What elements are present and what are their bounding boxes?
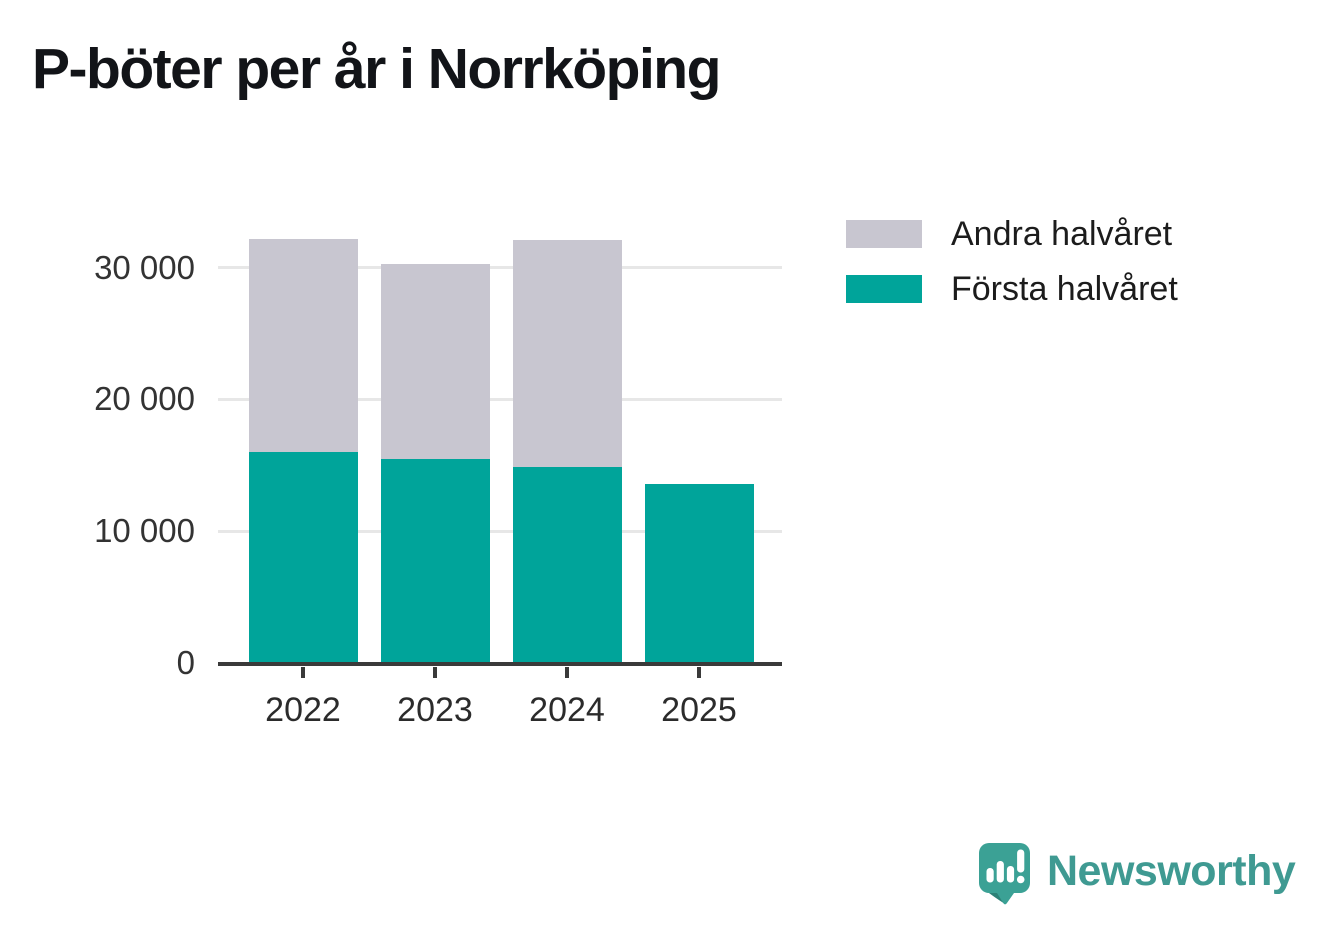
gridline-10000 <box>218 529 782 533</box>
x-axis-label-2024: 2024 <box>529 691 605 729</box>
x-axis-label-2023: 2023 <box>397 691 473 729</box>
legend-swatch-andra-halvaret <box>846 220 922 248</box>
x-axis-tick-2023 <box>433 667 437 678</box>
bar-segment-2024-andra-halvaret <box>512 239 622 467</box>
x-axis-label-2022: 2022 <box>265 691 341 729</box>
newsworthy-logo-icon <box>979 843 1030 905</box>
legend-label-andra-halvaret: Andra halvåret <box>951 215 1173 253</box>
x-axis-tick-2022 <box>301 667 305 678</box>
legend-swatch-forsta-halvaret <box>846 275 922 303</box>
x-axis-line <box>218 662 782 666</box>
x-axis-tick-2024 <box>565 667 569 678</box>
y-axis-tick-label: 0 <box>176 644 195 681</box>
legend: Andra halvåret Första halvåret <box>846 215 1178 330</box>
newsworthy-branding: Newsworthy <box>978 842 1296 907</box>
bar-segment-2022-forsta-halvaret <box>248 452 358 663</box>
bar-segment-2022-andra-halvaret <box>248 238 358 453</box>
y-axis-tick-label: 30 000 <box>94 248 195 286</box>
legend-item-andra-halvaret: Andra halvåret <box>846 215 1178 253</box>
y-axis-tick-label: 20 000 <box>94 380 195 418</box>
bar-segment-2024-forsta-halvaret <box>512 466 622 663</box>
legend-label-forsta-halvaret: Första halvåret <box>951 270 1178 308</box>
gridline-20000 <box>218 397 782 401</box>
newsworthy-logo-text: Newsworthy <box>1047 847 1296 895</box>
legend-item-forsta-halvaret: Första halvåret <box>846 270 1178 308</box>
bar-segment-2023-andra-halvaret <box>380 263 490 459</box>
y-axis-tick-label: 10 000 <box>94 512 195 550</box>
bar-segment-2023-forsta-halvaret <box>380 458 490 663</box>
gridline-30000 <box>218 266 782 270</box>
x-axis-label-2025: 2025 <box>661 691 737 729</box>
x-axis-tick-2025 <box>697 667 701 678</box>
chart-title: P-böter per år i Norrköping <box>32 37 721 101</box>
bar-segment-2025-forsta-halvaret <box>644 483 754 663</box>
